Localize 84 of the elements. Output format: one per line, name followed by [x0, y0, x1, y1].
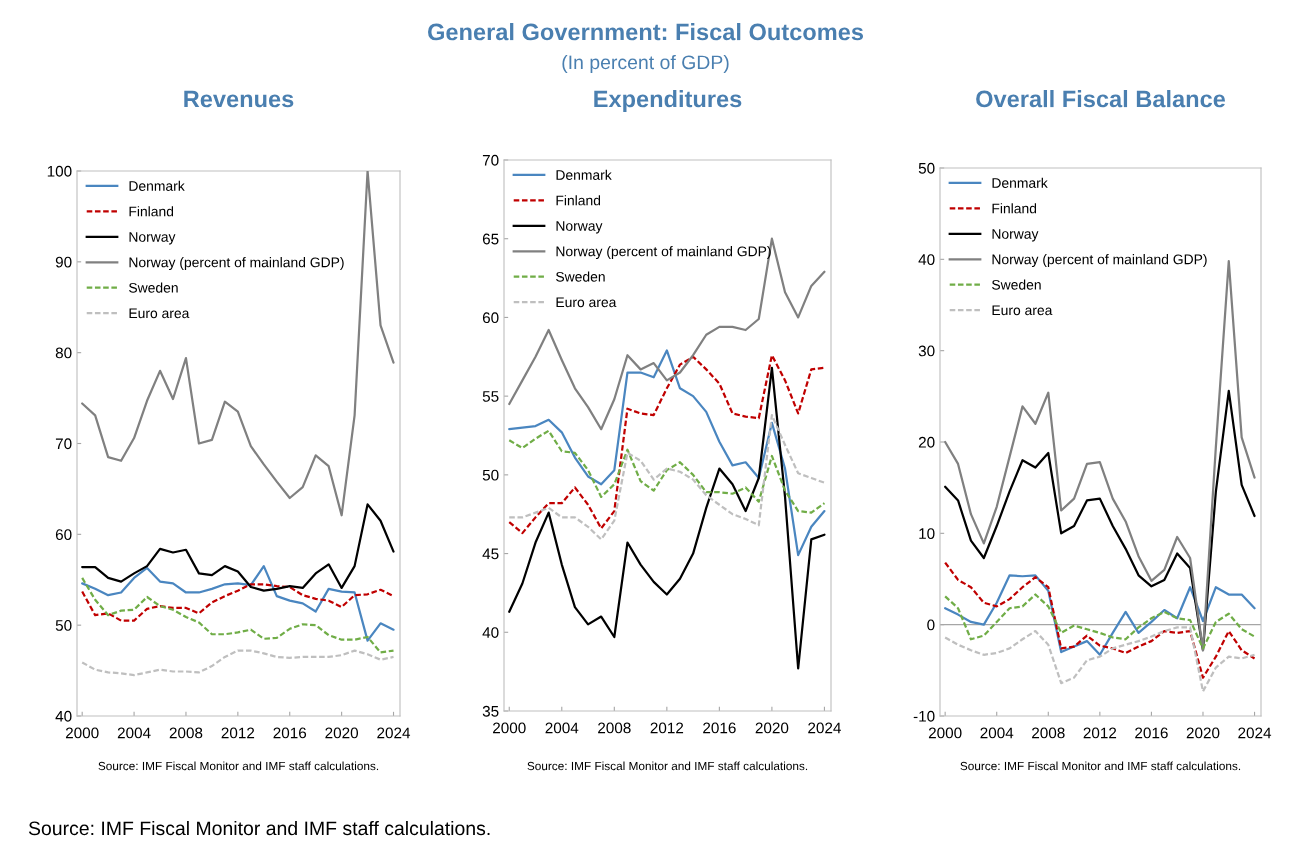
y-tick-label: 90 — [55, 256, 72, 268]
line-series — [81, 576, 395, 654]
y-tick-label: 45 — [482, 548, 499, 560]
y-tick-label: 60 — [55, 529, 72, 541]
legend-label: Sweden — [992, 279, 1041, 290]
y-tick-label: 50 — [55, 620, 72, 631]
y-tick-label: 40 — [918, 254, 935, 266]
y-tick-label: 10 — [919, 528, 935, 540]
y-tick-label: 60 — [482, 312, 499, 324]
legend-label: Finland — [992, 203, 1037, 214]
y-tick-label: 35 — [482, 705, 499, 717]
x-tick-label: 2000 — [65, 727, 99, 739]
x-tick-label: 2012 — [650, 722, 684, 734]
source-note: Source: IMF Fiscal Monitor and IMF staff calculations. — [527, 761, 808, 771]
legend-label: Euro area — [992, 305, 1053, 316]
x-tick-label: 2012 — [1083, 727, 1117, 739]
x-tick-label: 2024 — [808, 722, 841, 734]
line-series — [944, 574, 1256, 656]
line-series — [508, 413, 826, 541]
legend-label: Norway (percent of mainland GDP) — [992, 254, 1207, 268]
x-tick-label: 2020 — [1186, 727, 1220, 739]
x-tick-label: 2008 — [1032, 727, 1065, 739]
legend-label: Denmark — [129, 180, 185, 191]
legend-label: Sweden — [129, 282, 178, 293]
legend-label: Norway (percent of mainland GDP) — [556, 246, 771, 260]
x-tick-label: 2020 — [755, 722, 789, 734]
y-tick-label: 100 — [47, 165, 72, 177]
x-tick-label: 2000 — [493, 722, 526, 734]
text: (In percent of GDP) — [562, 54, 729, 74]
line-series — [944, 626, 1256, 693]
line-series — [81, 503, 395, 592]
x-tick-label: 2008 — [169, 727, 203, 739]
y-tick-label: 55 — [482, 391, 499, 402]
y-tick-label: 40 — [55, 710, 72, 722]
y-tick-label: 0 — [927, 619, 935, 631]
x-tick-label: 2024 — [1238, 727, 1272, 739]
line-series — [508, 366, 826, 670]
line-series — [81, 649, 395, 677]
x-tick-label: 2016 — [273, 727, 307, 739]
y-tick-label: 40 — [482, 627, 499, 638]
y-tick-label: 30 — [918, 345, 935, 357]
legend-label: Norway — [992, 229, 1039, 242]
y-tick-label: 50 — [482, 469, 499, 481]
x-tick-label: 2004 — [980, 727, 1014, 739]
line-series — [81, 583, 395, 622]
legend-label: Finland — [556, 195, 601, 206]
y-tick-label: 50 — [918, 162, 935, 174]
legend-label: Euro area — [129, 308, 190, 319]
x-tick-label: 2016 — [1135, 727, 1168, 739]
chart-title: Revenues — [184, 90, 294, 108]
line-series — [81, 171, 395, 517]
legend-label: Denmark — [992, 177, 1048, 188]
y-tick-label: -10 — [913, 710, 935, 722]
x-tick-label: 2000 — [928, 727, 962, 739]
line-series — [81, 565, 395, 642]
legend-label: Denmark — [556, 169, 612, 180]
chart-title: Expenditures — [594, 90, 742, 113]
text: General Government: Fiscal Outcomes — [428, 23, 864, 41]
y-tick-label: 80 — [55, 347, 72, 359]
y-tick-label: 65 — [482, 233, 499, 245]
legend-label: Norway — [129, 232, 176, 245]
x-tick-label: 2012 — [221, 727, 255, 739]
x-tick-label: 2004 — [545, 722, 579, 734]
line-series — [508, 237, 826, 431]
x-tick-label: 2016 — [703, 722, 736, 734]
legend-label: Finland — [129, 206, 174, 217]
line-series — [944, 561, 1256, 679]
source-note: Source: IMF Fiscal Monitor and IMF staff calculations. — [28, 820, 490, 836]
x-tick-label: 2008 — [598, 722, 631, 734]
source-note: Source: IMF Fiscal Monitor and IMF staff calculations. — [98, 761, 379, 771]
chart-title: Overall Fiscal Balance — [976, 90, 1226, 108]
y-tick-label: 70 — [482, 154, 499, 166]
legend-label: Norway — [556, 221, 603, 234]
legend-label: Euro area — [556, 297, 617, 308]
line-series — [944, 593, 1256, 650]
y-tick-label: 20 — [918, 436, 935, 448]
line-series — [508, 429, 826, 514]
x-tick-label: 2024 — [377, 727, 411, 739]
legend-label: Norway (percent of mainland GDP) — [129, 257, 344, 271]
x-tick-label: 2020 — [325, 727, 359, 739]
x-tick-label: 2004 — [117, 727, 151, 739]
y-tick-label: 70 — [55, 438, 72, 450]
legend-label: Sweden — [556, 271, 605, 282]
source-note: Source: IMF Fiscal Monitor and IMF staff calculations. — [960, 761, 1241, 771]
